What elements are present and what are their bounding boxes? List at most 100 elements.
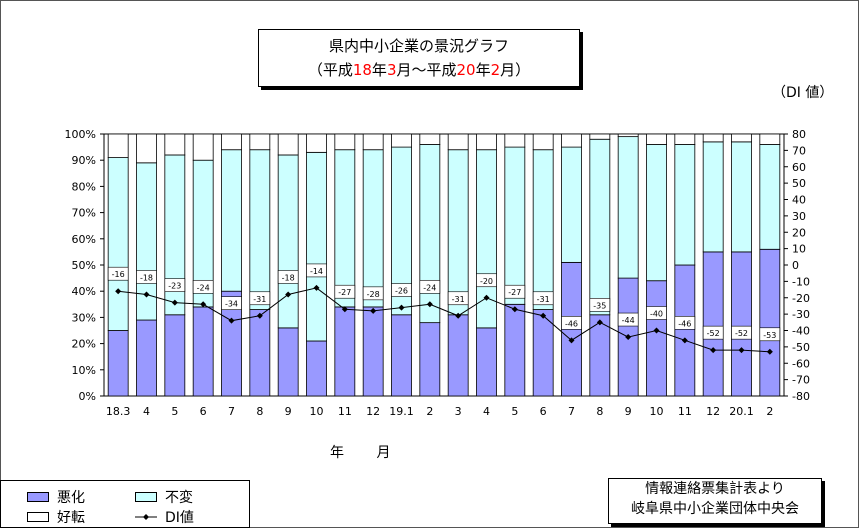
bar-bad <box>447 314 469 397</box>
di-data-label: -28 <box>367 290 380 299</box>
bar-same <box>561 146 582 263</box>
subtitle-part: 年 <box>475 61 491 79</box>
bar-bad <box>164 314 186 397</box>
di-point <box>370 307 377 314</box>
bar-good <box>221 133 242 151</box>
di-data-label-box <box>674 316 696 330</box>
legend-item-bad: 悪化 <box>27 487 85 507</box>
x-axis-tick-label: 11 <box>678 405 692 418</box>
right-axis-tick-label: -70 <box>792 374 810 387</box>
left-axis-tick-label: 50% <box>72 259 96 272</box>
di-data-label: -26 <box>395 287 408 296</box>
legend: 悪化 不変 好転 DI値 <box>0 480 250 528</box>
right-axis-tick-label: 0 <box>792 259 799 272</box>
bar-bad <box>419 322 441 397</box>
di-point <box>398 304 405 311</box>
di-point <box>738 347 745 354</box>
bar-bad <box>476 327 497 397</box>
right-axis-tick-label: -50 <box>792 341 810 354</box>
left-axis-tick-label: 70% <box>72 207 96 220</box>
di-data-label: -40 <box>650 310 663 319</box>
di-point <box>200 301 207 308</box>
bar-good <box>532 133 554 151</box>
bar-same <box>617 136 639 279</box>
di-data-label-box <box>561 316 582 330</box>
bar-good <box>589 133 611 140</box>
bar-good <box>306 133 327 153</box>
right-axis-tick-label: 80 <box>792 128 806 141</box>
chart-title-box: 県内中小企業の景況グラフ （平成18年3月～平成20年2月） <box>258 29 580 87</box>
left-axis-tick-label: 40% <box>72 285 96 298</box>
subtitle-part: 20 <box>456 61 476 79</box>
di-point <box>171 299 178 306</box>
di-data-label: -14 <box>310 267 323 276</box>
bar-good <box>702 133 724 143</box>
x-axis-tick-label: 12 <box>706 405 720 418</box>
bar-bad <box>674 264 696 397</box>
x-axis-tick-label: 10 <box>650 405 664 418</box>
bar-same <box>334 149 356 308</box>
subtitle-part: 2 <box>490 61 501 79</box>
x-axis-title: 年 月 <box>330 445 405 461</box>
bar-good <box>646 133 667 145</box>
di-data-label: -16 <box>112 270 125 279</box>
right-axis-tick-label: -80 <box>792 390 810 403</box>
bar-bad <box>277 327 299 397</box>
di-data-label: -44 <box>622 316 635 325</box>
bar-bad <box>532 309 554 397</box>
di-data-label-box <box>192 279 214 294</box>
di-data-label-box <box>646 306 667 320</box>
di-data-label: -18 <box>140 273 153 282</box>
bar-same <box>646 144 667 282</box>
bar-good <box>334 133 356 151</box>
legend-swatch-bad <box>27 492 49 502</box>
di-data-label: -52 <box>735 329 748 338</box>
right-axis-tick-label: -40 <box>792 325 810 338</box>
di-point <box>455 312 462 319</box>
di-data-label: -27 <box>338 288 351 297</box>
left-axis-tick-label: 20% <box>72 338 96 351</box>
x-axis-tick-label: 4 <box>143 405 150 418</box>
bar-same <box>759 144 781 250</box>
di-data-label-box <box>476 273 497 288</box>
di-point <box>653 327 660 334</box>
x-axis-tick-label: 11 <box>338 405 352 418</box>
di-data-label-box <box>617 312 639 327</box>
di-data-label: -31 <box>452 295 465 304</box>
di-data-label-box <box>731 325 752 340</box>
x-axis-tick-label: 12 <box>366 405 380 418</box>
bar-good <box>277 133 299 156</box>
x-axis-tick-label: 9 <box>285 405 292 418</box>
di-point <box>341 306 348 313</box>
bar-good <box>136 133 157 164</box>
subtitle-part: 18 <box>352 61 372 79</box>
x-axis-tick-label: 6 <box>540 405 547 418</box>
bar-bad <box>107 330 129 397</box>
x-axis-tick-label: 10 <box>310 405 324 418</box>
left-axis-tick-label: 80% <box>72 180 96 193</box>
bar-good <box>362 133 384 151</box>
x-axis-tick-label: 5 <box>171 405 178 418</box>
bar-same <box>419 144 441 324</box>
legend-line-di <box>135 514 157 520</box>
x-axis-tick-label: 8 <box>256 405 263 418</box>
bar-good <box>561 133 582 148</box>
x-axis-tick-label: 8 <box>596 405 603 418</box>
bar-good <box>164 133 186 156</box>
bar-bad <box>504 303 526 397</box>
di-data-label-box <box>306 263 327 278</box>
left-axis-tick-label: 90% <box>72 154 96 167</box>
legend-swatch-good <box>27 512 49 522</box>
bar-same <box>277 154 299 329</box>
right-axis-tick-label: 40 <box>792 194 806 207</box>
di-data-label: -52 <box>707 329 720 338</box>
di-data-label: -27 <box>508 288 521 297</box>
bar-same <box>731 141 752 253</box>
di-point <box>596 319 603 326</box>
chart-subtitle: （平成18年3月～平成20年2月） <box>259 58 579 82</box>
x-axis-tick-label: 4 <box>483 405 490 418</box>
bar-same <box>702 141 724 253</box>
di-point <box>143 291 150 298</box>
source-line1: 情報連絡票集計表より <box>645 481 785 497</box>
di-data-label-box <box>107 266 129 281</box>
